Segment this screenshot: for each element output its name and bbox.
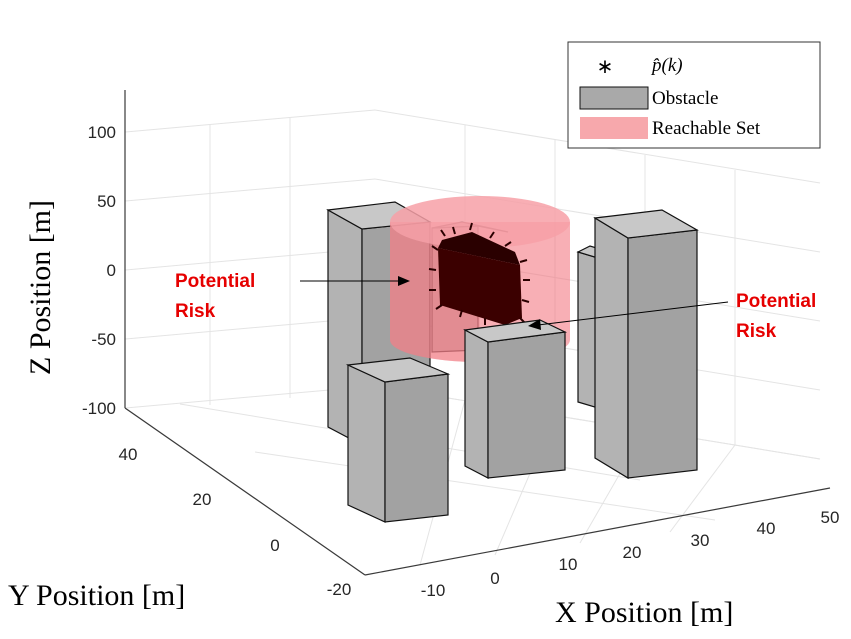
x-tick-neg10: -10 <box>421 581 446 600</box>
y-tick-20: 20 <box>193 490 212 509</box>
x-tick-20: 20 <box>623 543 642 562</box>
obstacle-right-tall <box>593 209 699 480</box>
legend-label-estimate: p̂(k) <box>650 55 683 76</box>
legend: ∗ p̂(k) Obstacle Reachable Set <box>567 41 821 149</box>
y-tick-40: 40 <box>119 445 138 464</box>
x-tick-30: 30 <box>691 531 710 550</box>
axes-lines <box>124 90 831 576</box>
x-axis-label: X Position [m] <box>555 596 733 629</box>
z-tick-neg100: -100 <box>82 399 116 418</box>
estimate-point-cloud <box>428 222 530 333</box>
y-tick-0: 0 <box>270 536 279 555</box>
x-tick-40: 40 <box>757 519 776 538</box>
z-tick-labels: 100 50 0 -50 -100 <box>82 123 116 418</box>
annotation-right: Potential Risk <box>528 291 816 342</box>
risk-label-right-line2: Risk <box>736 321 777 342</box>
risk-label-right-line1: Potential <box>736 291 816 312</box>
y-axis-label: Y Position [m] <box>8 579 185 612</box>
z-tick-100: 100 <box>88 123 116 142</box>
risk-label-left-line2: Risk <box>175 301 216 322</box>
obstacle-front-left <box>345 357 451 523</box>
annotation-left: Potential Risk <box>175 271 410 322</box>
x-tick-50: 50 <box>821 508 840 527</box>
z-tick-50: 50 <box>97 192 116 211</box>
x-tick-labels: -10 0 10 20 30 40 50 <box>421 508 840 600</box>
obstacle-center-front <box>463 319 568 479</box>
legend-swatch-reachable <box>580 117 648 139</box>
z-tick-neg50: -50 <box>91 330 116 349</box>
y-tick-neg20: -20 <box>327 580 352 599</box>
back-wall-grid <box>124 109 376 409</box>
x-tick-10: 10 <box>559 555 578 574</box>
y-tick-labels: 40 20 0 -20 <box>119 445 352 599</box>
risk-label-left-line1: Potential <box>175 271 255 292</box>
z-tick-0: 0 <box>107 261 116 280</box>
legend-label-reachable: Reachable Set <box>652 118 761 139</box>
legend-marker-estimate: ∗ <box>597 54 614 78</box>
legend-label-obstacle: Obstacle <box>652 88 718 109</box>
legend-swatch-obstacle <box>579 86 649 110</box>
x-tick-0: 0 <box>490 569 499 588</box>
z-axis-label: Z Position [m] <box>24 200 57 375</box>
